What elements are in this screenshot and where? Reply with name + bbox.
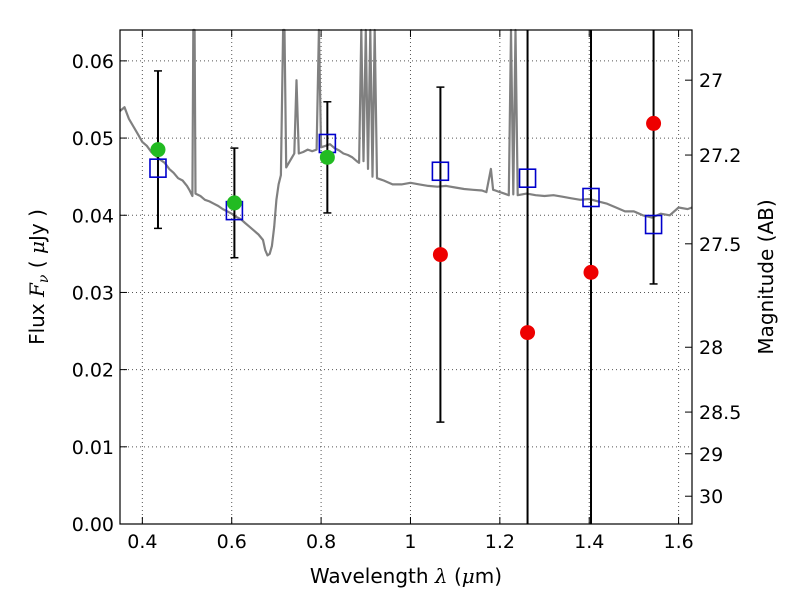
x-tick-label: 0.8 [306, 531, 336, 553]
y-tick-label: 0.00 [72, 514, 114, 536]
x-tick-label: 1.2 [485, 531, 515, 553]
nondetection-point [520, 325, 536, 341]
detection-point [150, 142, 166, 158]
y-tick-label: 0.01 [72, 437, 114, 459]
nondetection-point [583, 264, 599, 280]
right-axis-label: Magnitude (AB) [754, 199, 778, 354]
x-tick-label: 1.6 [663, 531, 693, 553]
magnitude-tick-label: 27.5 [699, 234, 741, 256]
model-photometry-marker [582, 187, 600, 208]
model-photometry-marker [149, 158, 167, 178]
magnitude-tick-label: 28.5 [699, 402, 741, 424]
magnitude-tick-label: 29 [699, 444, 723, 466]
markers-layer [149, 115, 663, 341]
x-axis-label: Wavelength λ (μm) [310, 564, 502, 588]
y-tick-label: 0.06 [72, 51, 114, 73]
axis-ticks: 0.4 0.6 0.8 1 1.2 1.4 1.6 0.00 0.01 0.02 0.03 0.04 0… [72, 30, 741, 553]
x-tick-label: 1.4 [574, 531, 604, 553]
magnitude-tick-label: 27.2 [699, 145, 741, 167]
y-tick-label: 0.03 [72, 282, 114, 304]
grid-lines [120, 30, 692, 524]
y-tick-label: 0.05 [72, 128, 114, 150]
x-tick-label: 0.4 [127, 531, 157, 553]
model-photometry-marker [518, 168, 537, 188]
x-tick-label: 0.6 [217, 531, 247, 553]
magnitude-tick-label: 27 [699, 70, 723, 92]
x-tick-label: 1 [404, 531, 416, 553]
detection-point [226, 195, 242, 211]
magnitude-tick-label: 30 [699, 486, 723, 508]
detection-point [319, 149, 335, 165]
y-tick-label: 0.04 [72, 205, 114, 227]
nondetection-point [646, 115, 662, 131]
plot-frame [119, 29, 693, 525]
model-photometry-marker [644, 214, 663, 235]
y-axis-label: Flux Fν ( μJy ) [25, 209, 52, 345]
y-tick-label: 0.02 [72, 360, 114, 382]
model-photometry-marker [431, 161, 450, 182]
magnitude-tick-label: 28 [699, 337, 723, 359]
nondetection-point [432, 247, 448, 263]
